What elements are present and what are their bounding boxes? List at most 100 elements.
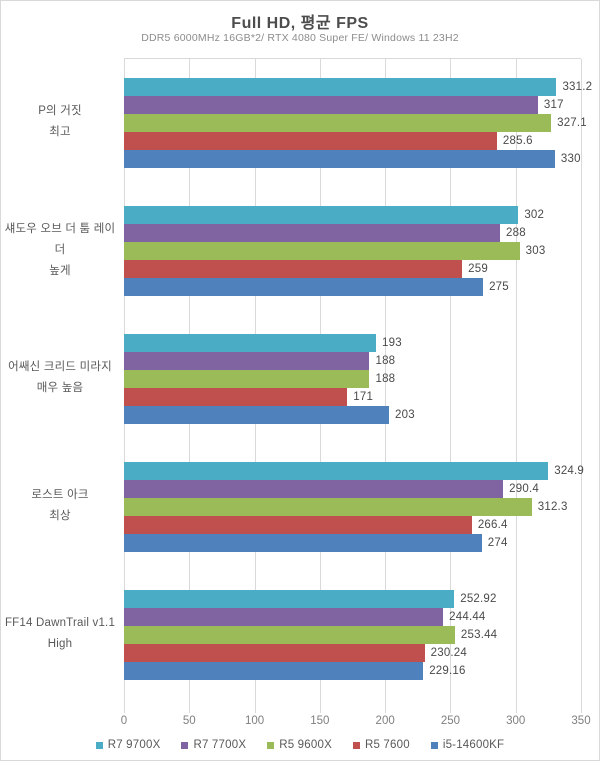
- bar: [124, 462, 549, 480]
- bar-value-label: 188: [375, 355, 396, 367]
- bar-row: 188: [124, 352, 581, 370]
- category-label-line: 섀도우 오브 더 툼 레이더: [4, 222, 116, 256]
- bar: [124, 150, 555, 168]
- bar: [124, 406, 390, 424]
- bar-value-label: 253.44: [460, 629, 498, 641]
- bar: [124, 608, 444, 626]
- bar-value-label: 274: [487, 537, 508, 549]
- legend-item: R7 9700X: [95, 739, 161, 751]
- gridline: [385, 59, 387, 713]
- legend-item: i5-14600KF: [430, 739, 505, 751]
- bar-value-label: 230.24: [430, 647, 467, 659]
- chart-subtitle: DDR5 6000MHz 16GB*2/ RTX 4080 Super FE/ …: [141, 32, 459, 44]
- bar-row: 193: [124, 334, 581, 352]
- legend-label: i5-14600KF: [442, 739, 505, 751]
- bar-row: 244.44: [124, 608, 581, 626]
- legend-swatch-icon: [430, 741, 438, 749]
- x-tick-label: 50: [182, 715, 196, 727]
- bar-value-label: 302: [524, 209, 545, 221]
- bar-group: 324.9 290.4 312.3 266.4 274: [124, 443, 584, 571]
- bar-row: 259: [124, 260, 581, 278]
- bar: [124, 662, 424, 680]
- bar-value-label: 327.1: [557, 117, 587, 129]
- bar-row: 290.4: [124, 480, 581, 498]
- gridline: [581, 59, 582, 713]
- bar-value-label: 331.2: [562, 81, 593, 93]
- category-label-line: High: [47, 638, 73, 650]
- bar-value-label: 288: [506, 227, 526, 239]
- bar-value-label: 188: [375, 373, 396, 385]
- category-label: P의 거짓 최고: [3, 58, 117, 186]
- bar-row: 171: [124, 388, 581, 406]
- bar-value-label: 303: [525, 245, 546, 257]
- bar-row: 188: [124, 370, 581, 388]
- gridline: [450, 59, 452, 713]
- category-label-line: 최상: [49, 510, 71, 522]
- bar-value-label: 285.6: [502, 135, 533, 147]
- bar-row: 288: [124, 224, 581, 242]
- bar-group: 252.92 244.44 253.44 230.24 229.16: [124, 571, 581, 699]
- bar-row: 324.9: [124, 462, 584, 480]
- bar-value-label: 171: [353, 391, 374, 403]
- bar-row: 302: [124, 206, 581, 224]
- bar-row: 230.24: [124, 644, 581, 662]
- legend-label: R7 9700X: [107, 739, 161, 751]
- category-label: FF14 DawnTrail v1.1 High: [3, 570, 117, 698]
- bar: [124, 132, 497, 150]
- legend-label: R5 7600: [364, 739, 410, 751]
- bar: [124, 644, 425, 662]
- x-tick-label: 250: [440, 715, 461, 727]
- bar-group: 302 288 303 259 275: [124, 187, 581, 315]
- legend-label: R7 7700X: [193, 739, 247, 751]
- bar: [124, 370, 370, 388]
- bar-row: 266.4: [124, 516, 581, 534]
- bar-value-label: 259: [468, 263, 488, 275]
- category-label-line: 어쌔신 크리드 미라지: [8, 361, 112, 373]
- x-tick-label: 200: [375, 715, 395, 727]
- category-label-line: FF14 DawnTrail v1.1: [4, 617, 116, 629]
- bar-row: 203: [124, 406, 581, 424]
- bar-row: 275: [124, 278, 581, 296]
- bar: [124, 480, 504, 498]
- category-label: 섀도우 오브 더 툼 레이더 높게: [3, 186, 117, 314]
- bar-value-label: 290.4: [509, 483, 539, 495]
- legend-item: R7 7700X: [181, 739, 246, 751]
- category-label-line: 매우 높음: [36, 382, 84, 394]
- gridline: [515, 59, 517, 713]
- bar-row: 303: [124, 242, 581, 260]
- bar: [124, 242, 520, 260]
- legend: R7 9700X R7 7700X R5 9600X R5 7600 i5-14600K…: [1, 739, 599, 751]
- bar-row: 312.3: [124, 498, 581, 516]
- bar-value-label: 330: [560, 153, 581, 165]
- bar: [124, 352, 370, 370]
- x-tick-label: 0: [120, 715, 128, 727]
- x-tick-label: 300: [506, 715, 526, 727]
- bar: [124, 626, 455, 644]
- legend-label: R5 9600X: [279, 739, 332, 751]
- bar: [124, 498, 532, 516]
- bar-value-label: 312.3: [537, 501, 568, 513]
- bar: [124, 590, 455, 608]
- bar: [124, 388, 348, 406]
- bar: [124, 114, 552, 132]
- plot-area: 331.2 317 327.1 285.6 330 302 288 303 259 275 193 1…: [124, 58, 592, 713]
- bar-value-label: 203: [395, 409, 415, 421]
- bar-group: 331.2 317 327.1 285.6 330: [124, 59, 592, 187]
- legend-item: R5 7600: [352, 739, 410, 751]
- bar-row: 327.1: [124, 114, 587, 132]
- bar: [124, 78, 557, 96]
- x-tick-label: 150: [310, 715, 330, 727]
- bar: [124, 516, 472, 534]
- legend-swatch-icon: [95, 741, 103, 749]
- bar: [124, 534, 482, 552]
- bar-value-label: 252.92: [460, 593, 497, 605]
- category-label-line: 로스트 아크: [31, 489, 89, 501]
- chart-title: Full HD, 평균 FPS: [231, 15, 369, 32]
- bar-row: 331.2: [124, 78, 592, 96]
- bar: [124, 96, 538, 114]
- category-label-line: P의 거짓: [38, 105, 82, 117]
- bar-row: 252.92: [124, 590, 581, 608]
- bar-row: 330: [124, 150, 581, 168]
